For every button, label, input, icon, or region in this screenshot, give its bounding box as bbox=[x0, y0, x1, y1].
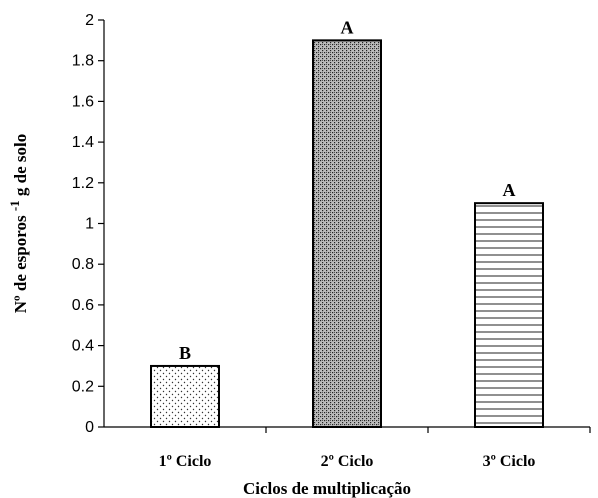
y-axis-ticks: 0 0.2 0.4 0.6 0.8 1 1.2 1.4 1.6 1.8 2 bbox=[72, 12, 104, 436]
x-tick-label: 3º Ciclo bbox=[483, 453, 536, 470]
y-tick-label: 1 bbox=[85, 216, 94, 233]
y-tick-label: 1.6 bbox=[72, 93, 94, 110]
y-axis-title-prefix: Nº de esporos bbox=[11, 215, 30, 313]
y-axis-title: Nº de esporos -1 g de solo bbox=[4, 134, 30, 314]
y-tick-label: 1.2 bbox=[72, 175, 94, 192]
bar-2 bbox=[312, 39, 382, 428]
significance-letter: B bbox=[179, 343, 191, 363]
bars bbox=[150, 39, 544, 429]
y-tick-label: 1.4 bbox=[72, 134, 94, 151]
y-tick-label: 0.2 bbox=[72, 378, 94, 395]
y-tick-label: 0.4 bbox=[72, 338, 94, 355]
y-tick-label: 1.8 bbox=[72, 53, 94, 70]
y-tick-label: 0.8 bbox=[72, 256, 94, 273]
x-axis-ticks: 1º Ciclo 2º Ciclo 3º Ciclo bbox=[159, 427, 591, 470]
y-axis-title-suffix: g de solo bbox=[11, 134, 30, 196]
bar-3 bbox=[474, 202, 544, 428]
significance-letter: A bbox=[341, 17, 354, 37]
x-tick-label: 1º Ciclo bbox=[159, 453, 212, 470]
bar-1 bbox=[150, 364, 220, 429]
significance-labels: B A A bbox=[179, 17, 516, 363]
x-tick-label: 2º Ciclo bbox=[321, 453, 374, 470]
y-tick-label: 2 bbox=[85, 12, 94, 29]
y-tick-label: 0 bbox=[85, 419, 94, 436]
x-axis-title: Ciclos de multiplicação bbox=[243, 479, 411, 498]
significance-letter: A bbox=[503, 180, 516, 200]
y-tick-label: 0.6 bbox=[72, 297, 94, 314]
y-axis-title-superscript: -1 bbox=[7, 200, 22, 211]
